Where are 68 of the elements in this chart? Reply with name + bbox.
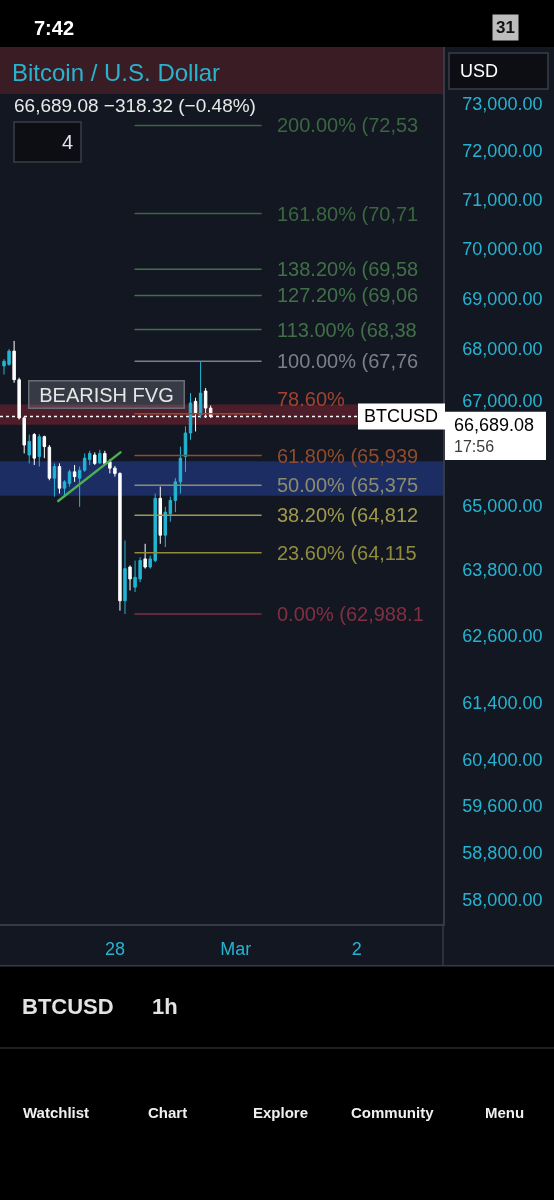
text: Explore bbox=[253, 1104, 309, 1121]
text: 66,689.08 −318.32 (−0.48%) bbox=[14, 95, 256, 116]
y-tick-label: 62,600.00 bbox=[462, 625, 543, 646]
y-tick-label: 61,400.00 bbox=[462, 692, 543, 713]
series-label: 127.20% (69,06 bbox=[277, 284, 419, 306]
series-label: 23.60% (64,115 bbox=[277, 542, 417, 564]
candlestick bbox=[67, 469, 72, 488]
text: 31 bbox=[496, 18, 515, 37]
series-label: 161.80% (70,71 bbox=[277, 203, 419, 225]
candlestick bbox=[57, 462, 62, 495]
text: Chart bbox=[148, 1104, 188, 1121]
series-label: 138.20% (69,58 bbox=[277, 258, 419, 280]
candlestick bbox=[128, 564, 132, 591]
series-label: 50.00% (65,375 bbox=[277, 474, 419, 496]
candlestick bbox=[183, 425, 188, 473]
candlestick bbox=[103, 450, 107, 466]
candlestick bbox=[27, 434, 31, 464]
annotation: 4 bbox=[62, 131, 74, 153]
y-tick-label: 58,800.00 bbox=[462, 842, 543, 863]
candlestick bbox=[188, 392, 193, 441]
x-tick-label: 2 bbox=[351, 938, 362, 959]
text: USD bbox=[460, 61, 499, 81]
text: Watchlist bbox=[23, 1104, 90, 1121]
candlestick bbox=[178, 446, 183, 495]
candlestick bbox=[198, 360, 203, 419]
candlestick bbox=[72, 464, 77, 483]
y-tick-label: 72,000.00 bbox=[462, 141, 543, 162]
candlestick bbox=[52, 462, 57, 498]
text: Menu bbox=[485, 1104, 525, 1121]
candlestick bbox=[98, 449, 102, 465]
y-tick-label: 67,000.00 bbox=[462, 390, 543, 411]
ref-line-label: BTCUSD bbox=[364, 406, 439, 426]
text: 7:42 bbox=[34, 17, 75, 39]
series-label: 100.00% (67,76 bbox=[277, 350, 419, 372]
candlestick bbox=[143, 543, 147, 570]
x-tick-label: 28 bbox=[104, 938, 125, 959]
text: 66,689.08 bbox=[454, 415, 535, 435]
y-tick-label: 73,000.00 bbox=[462, 93, 543, 114]
candlestick bbox=[42, 435, 47, 459]
text: Bitcoin / U.S. Dollar bbox=[12, 59, 221, 87]
text: 1h bbox=[152, 994, 178, 1019]
y-tick-label: 70,000.00 bbox=[462, 239, 543, 259]
candlestick bbox=[62, 479, 67, 496]
candlestick bbox=[123, 540, 127, 615]
candlestick bbox=[173, 477, 178, 513]
band-label: BEARISH FVG bbox=[39, 383, 174, 406]
series-label: 200.00% (72,53 bbox=[277, 114, 419, 136]
candlestick bbox=[37, 433, 42, 468]
series-label: 0.00% (62,988.1 bbox=[277, 603, 424, 625]
candlestick bbox=[158, 486, 162, 545]
text: Community bbox=[351, 1104, 435, 1121]
candlestick bbox=[93, 451, 97, 466]
y-tick-label: 63,800.00 bbox=[462, 560, 543, 581]
candlestick bbox=[32, 432, 37, 466]
y-tick-label: 69,000.00 bbox=[462, 288, 543, 309]
y-tick-label: 58,000.00 bbox=[462, 889, 543, 910]
y-tick-label: 71,000.00 bbox=[462, 189, 543, 210]
series-label: 78.60% bbox=[277, 388, 346, 410]
text: BTCUSD bbox=[22, 994, 114, 1019]
series-label: 38.20% (64,812 bbox=[277, 504, 419, 526]
series-label: 113.00% (68,38 bbox=[277, 319, 417, 341]
y-tick-label: 59,600.00 bbox=[462, 795, 543, 816]
series-label: 61.80% (65,939 bbox=[277, 445, 419, 467]
y-tick-label: 68,000.00 bbox=[462, 339, 543, 360]
text: 17:56 bbox=[454, 438, 495, 455]
y-tick-label: 60,400.00 bbox=[462, 749, 543, 770]
x-tick-label: Mar bbox=[220, 938, 252, 959]
y-tick-label: 65,000.00 bbox=[462, 495, 543, 516]
